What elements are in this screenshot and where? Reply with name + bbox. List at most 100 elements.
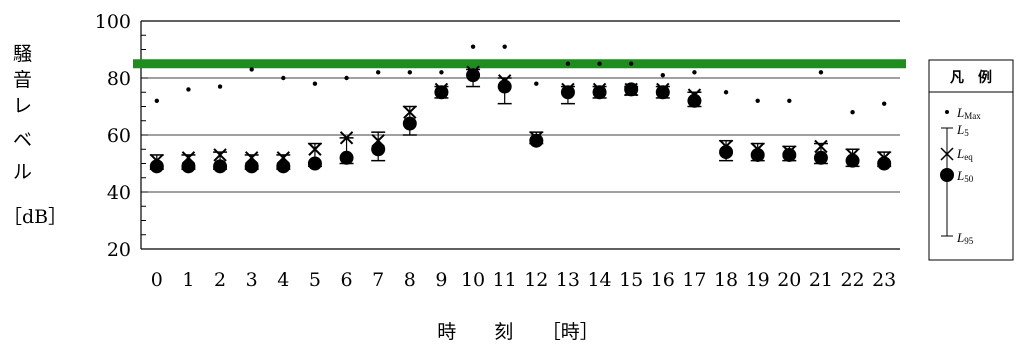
l50-point bbox=[497, 79, 512, 94]
leq-point bbox=[403, 105, 417, 119]
legend-l5-label: L5 bbox=[956, 122, 969, 138]
l50-point bbox=[782, 147, 797, 162]
l50-point bbox=[213, 159, 228, 174]
x-tick-label: 23 bbox=[872, 269, 896, 291]
l50-point bbox=[466, 68, 481, 83]
x-tick-label: 1 bbox=[182, 269, 194, 291]
lmax-point bbox=[755, 98, 760, 104]
y-axis-title-char: レ bbox=[13, 95, 32, 117]
y-tick-label: 100 bbox=[95, 11, 131, 33]
lmax-point bbox=[281, 75, 286, 81]
legend-title: 凡 例 bbox=[950, 69, 992, 86]
l50-point bbox=[339, 150, 354, 165]
x-tick-label: 8 bbox=[404, 269, 416, 291]
x-tick-label: 7 bbox=[372, 269, 384, 291]
x-tick-label: 12 bbox=[524, 269, 548, 291]
legend-l95-label: L95 bbox=[956, 230, 974, 246]
x-tick-label: 5 bbox=[309, 269, 321, 291]
lmax-point bbox=[312, 81, 318, 86]
x-tick-label: 22 bbox=[840, 269, 864, 291]
x-tick-label: 15 bbox=[619, 269, 643, 291]
l50-point bbox=[624, 82, 639, 97]
lmax-point bbox=[628, 61, 634, 66]
y-tick-label: 40 bbox=[107, 182, 131, 204]
l50-point bbox=[371, 142, 386, 157]
l50-point bbox=[529, 133, 544, 148]
lmax-point bbox=[723, 90, 729, 95]
legend-lmax-marker bbox=[945, 110, 949, 114]
l50-point bbox=[307, 156, 322, 171]
legend: 凡 例 LMax L5 Leq L50 L95 bbox=[928, 59, 1014, 261]
x-tick-label: 20 bbox=[777, 269, 801, 291]
lmax-point bbox=[407, 70, 413, 75]
y-axis-title-char: 騒 bbox=[13, 43, 32, 65]
x-tick-label: 11 bbox=[493, 269, 517, 291]
l50-point bbox=[434, 85, 449, 100]
lmax-point bbox=[217, 84, 223, 89]
y-axis-title-char: 音 bbox=[13, 69, 32, 91]
x-tick-label: 18 bbox=[714, 269, 738, 291]
leq-point bbox=[814, 139, 828, 154]
l50-point bbox=[592, 85, 607, 100]
y-tick-label: 60 bbox=[107, 125, 131, 147]
lmax-point bbox=[439, 70, 444, 75]
lmax-point bbox=[818, 70, 824, 75]
lmax-point bbox=[850, 110, 855, 115]
l50-point bbox=[845, 153, 860, 168]
x-tick-label: 10 bbox=[461, 269, 485, 291]
y-axis-title: 騒 音 レ ベ ル ［dB］ bbox=[3, 43, 67, 228]
l50-point bbox=[719, 145, 734, 160]
l50-point bbox=[687, 93, 702, 108]
legend-leq-marker bbox=[940, 147, 954, 161]
l50-point bbox=[181, 159, 196, 174]
lmax-point bbox=[881, 101, 887, 106]
x-tick-label: 14 bbox=[587, 269, 611, 291]
lmax-point bbox=[375, 70, 381, 75]
lmax-point bbox=[565, 61, 571, 66]
l50-point bbox=[560, 85, 575, 100]
l50-point bbox=[655, 85, 670, 100]
l50-point bbox=[813, 150, 828, 165]
lmax-point bbox=[692, 70, 697, 75]
legend-leq-label: Leq bbox=[956, 146, 973, 162]
legend-frame bbox=[928, 59, 1014, 261]
lmax-point bbox=[502, 44, 507, 49]
l50-point bbox=[402, 116, 417, 131]
leq-point bbox=[339, 131, 354, 145]
lmax-point bbox=[344, 75, 349, 81]
y-axis-unit: ［dB］ bbox=[3, 206, 67, 228]
x-tick-label: 17 bbox=[682, 269, 706, 291]
lmax-point bbox=[154, 98, 160, 104]
lmax-point bbox=[470, 44, 476, 49]
x-tick-label: 19 bbox=[746, 269, 770, 291]
leq-point bbox=[213, 148, 227, 162]
x-tick-label: 13 bbox=[556, 269, 580, 291]
y-axis-title-char: ル bbox=[13, 161, 32, 183]
lmax-point bbox=[534, 81, 539, 86]
x-axis-title: 時 刻 ［時］ bbox=[437, 321, 599, 343]
x-tick-label: 9 bbox=[435, 269, 447, 291]
leq-point bbox=[308, 142, 322, 156]
lmax-point bbox=[660, 72, 666, 78]
x-tick-label: 3 bbox=[246, 269, 258, 291]
y-tick-label: 80 bbox=[107, 68, 131, 90]
lmax-point bbox=[249, 67, 254, 72]
lmax-point bbox=[597, 61, 602, 66]
l50-point bbox=[877, 156, 892, 171]
l50-point bbox=[149, 159, 164, 174]
lmax-point bbox=[186, 87, 191, 92]
x-tick-label: 0 bbox=[151, 269, 163, 291]
legend-l50-label: L50 bbox=[956, 168, 974, 184]
l50-point bbox=[276, 159, 291, 174]
legend-l50-marker bbox=[940, 168, 954, 182]
y-axis-title-char: ベ bbox=[13, 129, 32, 151]
l50-point bbox=[750, 147, 765, 162]
y-tick-label: 20 bbox=[107, 239, 131, 261]
x-tick-label: 4 bbox=[277, 269, 289, 291]
legend-lmax-label: LMax bbox=[956, 105, 981, 121]
x-tick-label: 21 bbox=[809, 269, 833, 291]
x-tick-label: 16 bbox=[651, 269, 675, 291]
l50-point bbox=[244, 159, 259, 174]
